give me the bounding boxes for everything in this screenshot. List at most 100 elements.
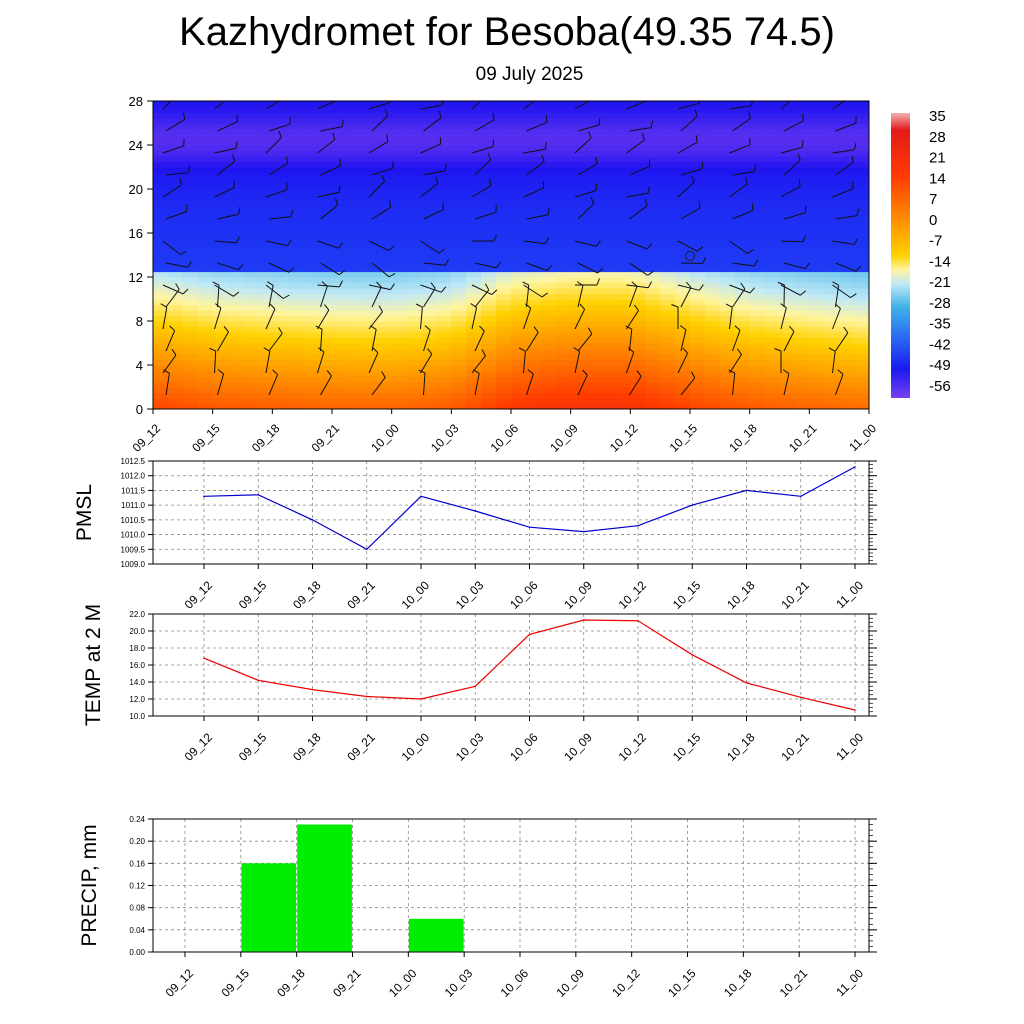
heatmap-cell bbox=[182, 304, 199, 311]
heatmap-cell bbox=[749, 244, 766, 251]
heatmap-cell bbox=[690, 359, 706, 366]
heatmap-cell bbox=[779, 123, 796, 130]
wind-barb bbox=[626, 101, 648, 110]
heatmap-cell bbox=[406, 211, 423, 218]
heatmap-cell bbox=[361, 233, 378, 240]
heatmap-cell bbox=[332, 398, 348, 405]
heatmap-cell bbox=[854, 354, 869, 361]
heatmap-cell bbox=[675, 183, 691, 190]
heatmap-cell bbox=[376, 244, 393, 251]
heatmap-cell bbox=[406, 348, 423, 355]
heatmap-cell bbox=[481, 139, 497, 146]
heatmap-cell bbox=[555, 112, 572, 119]
heatmap-cell bbox=[719, 238, 736, 245]
heatmap-cell bbox=[600, 233, 617, 240]
y-tick-label: 0.04 bbox=[129, 926, 145, 935]
heatmap-cell bbox=[153, 156, 169, 163]
y-tick-label: 1009.5 bbox=[121, 545, 146, 554]
heatmap-cell bbox=[585, 365, 602, 372]
wind-barb bbox=[265, 189, 287, 198]
heatmap-cell bbox=[525, 161, 542, 168]
heatmap-cell bbox=[302, 381, 318, 388]
wind-barb-flag bbox=[795, 88, 797, 95]
heatmap-cell bbox=[317, 315, 333, 322]
wind-barb-flag bbox=[263, 347, 271, 352]
heatmap-cell bbox=[227, 359, 244, 366]
heatmap-cell bbox=[824, 150, 840, 157]
heatmap-cell bbox=[839, 222, 855, 229]
heatmap-cell bbox=[346, 376, 363, 383]
heatmap-cell bbox=[212, 376, 229, 383]
heatmap-cell bbox=[839, 343, 855, 350]
wind-barb bbox=[214, 284, 234, 297]
heatmap-cell bbox=[839, 398, 855, 405]
heatmap-cell bbox=[585, 211, 602, 218]
heatmap-cell bbox=[242, 249, 259, 256]
heatmap-cell bbox=[660, 145, 676, 152]
heatmap-cell bbox=[779, 365, 796, 372]
heatmap-cell bbox=[466, 117, 482, 124]
heatmap-cell bbox=[257, 370, 273, 377]
heatmap-cell bbox=[645, 227, 661, 234]
heatmap-cell bbox=[332, 315, 348, 322]
heatmap-cell bbox=[257, 123, 273, 130]
heatmap-cell bbox=[466, 310, 482, 317]
heatmap-cell bbox=[436, 123, 452, 130]
heatmap-cell bbox=[824, 370, 840, 377]
heatmap-cell bbox=[332, 299, 348, 306]
heatmap-cell bbox=[660, 227, 676, 234]
heatmap-cell bbox=[854, 387, 869, 394]
heatmap-cell bbox=[272, 145, 288, 152]
heatmap-cell bbox=[660, 156, 676, 163]
heatmap-cell bbox=[287, 200, 303, 207]
heatmap-cell bbox=[704, 216, 721, 223]
heatmap-cell bbox=[317, 392, 333, 399]
heatmap-cell bbox=[332, 326, 348, 333]
heatmap-cell bbox=[839, 106, 855, 113]
heatmap-cell bbox=[197, 238, 214, 245]
heatmap-cell bbox=[809, 326, 825, 333]
colorbar-label: -42 bbox=[929, 336, 951, 353]
heatmap-cell bbox=[719, 288, 736, 295]
heatmap-cell bbox=[749, 128, 766, 135]
heatmap-cell bbox=[451, 310, 467, 317]
wind-barb bbox=[474, 289, 490, 308]
wind-barb-flag bbox=[544, 142, 547, 150]
heatmap-cell bbox=[406, 183, 423, 190]
heatmap-cell bbox=[272, 156, 288, 163]
heatmap-cell bbox=[585, 128, 602, 135]
heatmap-cell bbox=[525, 304, 542, 311]
wind-barb-flag bbox=[386, 134, 389, 142]
heatmap-cell bbox=[346, 172, 363, 179]
heatmap-cell bbox=[197, 288, 214, 295]
heatmap-cell bbox=[346, 282, 363, 289]
heatmap-cell bbox=[242, 222, 259, 229]
heatmap-cell bbox=[481, 266, 497, 273]
heatmap-cell bbox=[466, 205, 482, 212]
heatmap-cell bbox=[317, 194, 333, 201]
heatmap-cell bbox=[421, 238, 438, 245]
heatmap-cell bbox=[839, 244, 855, 251]
heatmap-cell bbox=[466, 106, 482, 113]
heatmap-cell bbox=[764, 392, 781, 399]
heatmap-cell bbox=[585, 117, 602, 124]
heatmap-cell bbox=[540, 376, 557, 383]
heatmap-cell bbox=[615, 299, 631, 306]
heatmap-cell bbox=[227, 326, 244, 333]
heatmap-cell bbox=[824, 337, 840, 344]
heatmap-cell bbox=[794, 260, 810, 267]
heatmap-cell bbox=[212, 315, 229, 322]
heatmap-cell bbox=[406, 365, 423, 372]
heatmap-cell bbox=[690, 172, 706, 179]
heatmap-cell bbox=[317, 326, 333, 333]
data-point bbox=[745, 489, 748, 492]
heatmap-cell bbox=[197, 106, 214, 113]
heatmap-cell bbox=[645, 112, 661, 119]
heatmap-cell bbox=[227, 260, 244, 267]
heatmap-cell bbox=[839, 387, 855, 394]
wind-barb bbox=[677, 102, 700, 110]
heatmap-cell bbox=[466, 216, 482, 223]
heatmap-cell bbox=[645, 211, 661, 218]
heatmap-cell bbox=[779, 359, 796, 366]
heatmap-cell bbox=[242, 266, 259, 273]
